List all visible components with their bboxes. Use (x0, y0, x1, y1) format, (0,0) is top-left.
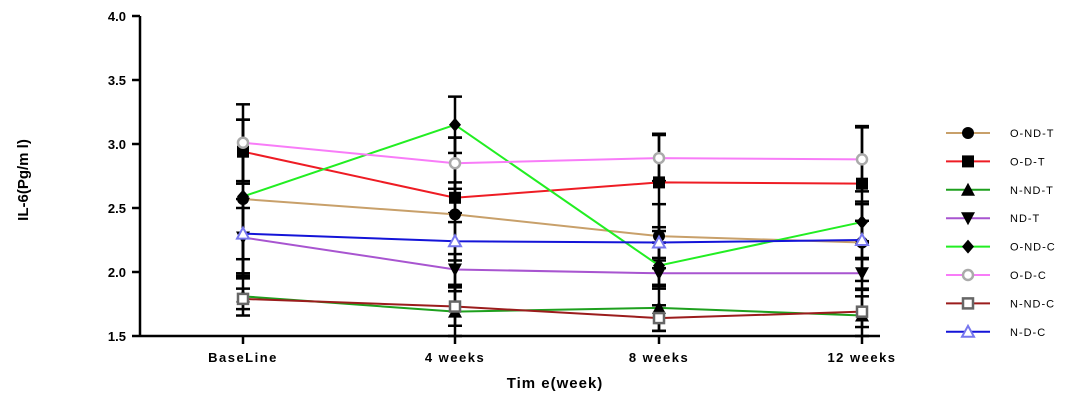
series-line (242, 232, 863, 244)
legend-label: N-D-C (1010, 327, 1046, 339)
y-tick-label: 4.0 (108, 9, 126, 24)
data-point (652, 151, 666, 165)
x-tick-label: 4 weeks (425, 350, 485, 365)
legend-marker (961, 212, 975, 226)
data-point (448, 300, 462, 313)
data-point (448, 263, 462, 277)
series-line (242, 123, 863, 267)
data-point (653, 176, 665, 189)
legend-marker (962, 155, 974, 168)
series-line (242, 297, 863, 320)
data-point (856, 215, 868, 230)
x-tick-label: 8 weeks (629, 350, 689, 365)
legend: O-ND-T O-D-T N-ND-T ND-T O-ND-C O-D-C N-ND-C N-… (946, 127, 1056, 339)
data-point (235, 225, 251, 240)
data-point (237, 145, 249, 158)
data-point (447, 233, 463, 248)
series-line (242, 198, 863, 244)
legend-marker (962, 127, 974, 139)
series-line (242, 150, 863, 199)
legend-marker (961, 297, 975, 310)
legend-label: O-ND-C (1010, 242, 1056, 254)
data-point (449, 117, 461, 132)
legend-label: ND-T (1010, 213, 1040, 225)
y-tick-label: 1.5 (108, 329, 126, 344)
data-point (854, 231, 870, 246)
data-point (652, 267, 666, 281)
y-axis-title: IL-6(Pg/m l) (15, 139, 32, 221)
plot-area (235, 95, 870, 338)
data-point (856, 177, 868, 190)
data-point (653, 258, 665, 273)
legend-marker (960, 323, 976, 338)
data-point (855, 267, 869, 281)
data-point (236, 292, 250, 306)
data-point (449, 208, 461, 221)
y-tick-label: 2.5 (108, 201, 126, 216)
legend-label: O-D-T (1010, 156, 1046, 168)
x-axis-title: Tim e(week) (507, 375, 604, 392)
series-line (242, 295, 863, 317)
y-tick-label: 3.5 (108, 73, 126, 88)
data-point (855, 153, 869, 166)
data-point (448, 156, 462, 170)
data-point (652, 300, 666, 314)
x-tick-label: BaseLine (208, 350, 278, 365)
series-line (242, 236, 862, 275)
legend-label: N-ND-C (1010, 298, 1055, 310)
data-point (237, 189, 249, 204)
data-point (236, 136, 250, 149)
data-point (651, 234, 667, 249)
data-point (652, 311, 666, 325)
legend-label: O-D-C (1010, 270, 1047, 282)
legend-label: N-ND-T (1010, 185, 1054, 197)
legend-marker (961, 182, 975, 196)
data-point (855, 305, 869, 318)
y-tick-label: 3.0 (108, 137, 126, 152)
y-tick-label: 2.0 (108, 265, 126, 280)
legend-marker (961, 268, 975, 282)
legend-label: O-ND-T (1010, 128, 1055, 140)
x-tick-label: 12 weeks (827, 350, 896, 365)
data-point (449, 191, 461, 204)
series-line (242, 141, 863, 165)
axes: 1.5 2.0 2.5 3.0 3.5 4.0 BaseLine 4 weeks 8 weeks… (108, 9, 896, 365)
legend-marker (962, 239, 974, 254)
